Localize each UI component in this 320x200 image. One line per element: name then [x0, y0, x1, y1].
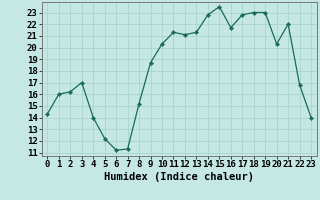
- X-axis label: Humidex (Indice chaleur): Humidex (Indice chaleur): [104, 172, 254, 182]
